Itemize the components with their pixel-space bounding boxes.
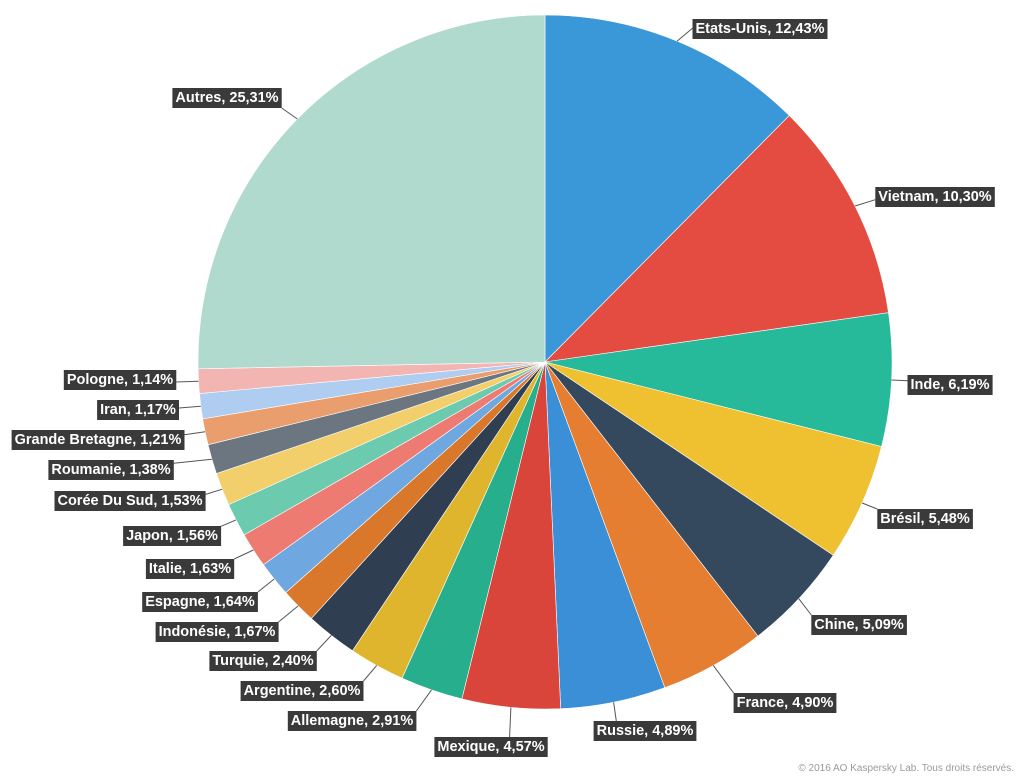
slice-label-box <box>11 430 185 450</box>
slice-label-box <box>145 559 235 579</box>
slice-label-text: Roumanie, 1,38% <box>51 462 170 478</box>
slice-label-text: Japon, 1,56% <box>126 528 218 544</box>
leader-line-japon <box>220 519 237 527</box>
leader-line-argentine <box>363 665 378 682</box>
slice-label-text: Espagne, 1,64% <box>145 594 255 610</box>
slice-label-autres: Autres, 25,31% <box>172 88 282 108</box>
slice-label-box <box>875 187 995 207</box>
slice-label-allemagne: Allemagne, 2,91% <box>287 711 417 731</box>
slice-label-box <box>172 88 282 108</box>
slice-label-text: Brésil, 5,48% <box>880 511 970 527</box>
leader-line-pologne <box>176 380 199 383</box>
leader-line-etats-unis <box>676 27 693 42</box>
leader-line-roumanie <box>173 458 212 464</box>
leader-line-turquie <box>316 635 332 652</box>
slice-label-box <box>97 400 179 420</box>
slice-label-text: Vietnam, 10,30% <box>878 189 991 205</box>
leader-line-indonesie <box>278 605 299 623</box>
leader-line-coree-du-sud <box>205 488 223 495</box>
slice-label-text: Autres, 25,31% <box>175 90 278 106</box>
slice-label-coree-du-sud: Corée Du Sud, 1,53% <box>54 491 206 511</box>
pie-slice-autres <box>197 14 546 370</box>
pie-slice-etats-unis <box>544 14 790 363</box>
slice-label-text: Iran, 1,17% <box>100 402 176 418</box>
slice-label-indonesie: Indonésie, 1,67% <box>155 622 279 642</box>
slice-label-box <box>142 592 258 612</box>
slice-label-iran: Iran, 1,17% <box>97 400 179 420</box>
slice-label-text: Inde, 6,19% <box>911 377 990 393</box>
leader-line-mexique <box>509 707 512 738</box>
leader-line-grande-bretagne <box>184 431 206 436</box>
slice-label-text: Etats-Unis, 12,43% <box>696 21 825 37</box>
slice-label-russie: Russie, 4,89% <box>593 721 697 741</box>
leader-line-autres <box>281 107 298 120</box>
copyright-notice: © 2016 AO Kaspersky Lab. Tous droits rés… <box>798 763 1014 774</box>
slice-label-etats-unis: Etats-Unis, 12,43% <box>692 19 828 39</box>
leader-line-espagne <box>257 578 275 593</box>
leader-line-inde <box>891 379 908 382</box>
slice-label-box <box>209 651 317 671</box>
slice-label-text: Indonésie, 1,67% <box>159 624 276 640</box>
slice-label-box <box>54 491 206 511</box>
slice-label-box <box>692 19 828 39</box>
slice-label-text: Corée Du Sud, 1,53% <box>57 493 202 509</box>
slice-label-box <box>811 615 907 635</box>
slice-label-chine: Chine, 5,09% <box>811 615 907 635</box>
slice-label-bresil: Brésil, 5,48% <box>877 509 973 529</box>
slice-label-box <box>877 509 973 529</box>
leader-line-france <box>712 665 735 694</box>
leader-line-bresil <box>861 502 878 510</box>
slice-label-text: Russie, 4,89% <box>597 723 694 739</box>
slice-label-italie: Italie, 1,63% <box>145 559 235 579</box>
leader-line-vietnam <box>854 199 876 207</box>
slice-label-text: Mexique, 4,57% <box>437 739 544 755</box>
leader-line-italie <box>233 549 254 560</box>
slice-label-box <box>593 721 697 741</box>
slice-label-text: Argentine, 2,60% <box>244 683 361 699</box>
slice-label-pologne: Pologne, 1,14% <box>63 370 177 390</box>
slice-label-text: Allemagne, 2,91% <box>291 713 414 729</box>
slice-label-box <box>733 693 837 713</box>
leader-line-iran <box>178 405 201 409</box>
pie-slice-vietnam <box>544 115 889 363</box>
slice-label-japon: Japon, 1,56% <box>123 526 222 546</box>
slice-label-turquie: Turquie, 2,40% <box>209 651 317 671</box>
slice-label-vietnam: Vietnam, 10,30% <box>875 187 995 207</box>
leader-line-russie <box>613 702 617 722</box>
slice-labels: Etats-Unis, 12,43% Vietnam, 10,30% Inde, 6… <box>11 19 995 757</box>
slice-label-box <box>287 711 417 731</box>
pie-slices <box>197 14 893 710</box>
slice-label-france: France, 4,90% <box>733 693 837 713</box>
slice-label-box <box>123 526 222 546</box>
slice-label-mexique: Mexique, 4,57% <box>434 737 548 757</box>
slice-label-text: France, 4,90% <box>737 695 834 711</box>
leader-line-chine <box>798 598 812 616</box>
slice-label-inde: Inde, 6,19% <box>907 375 993 395</box>
leader-lines <box>173 27 908 738</box>
slice-label-roumanie: Roumanie, 1,38% <box>48 460 174 480</box>
slice-label-box <box>907 375 993 395</box>
slice-label-text: Italie, 1,63% <box>149 561 231 577</box>
slice-label-text: Chine, 5,09% <box>814 617 904 633</box>
slice-label-argentine: Argentine, 2,60% <box>240 681 364 701</box>
slice-label-box <box>155 622 279 642</box>
pie-slice-inde <box>544 312 893 447</box>
slice-label-box <box>434 737 548 757</box>
slice-label-text: Grande Bretagne, 1,21% <box>15 432 182 448</box>
slice-label-espagne: Espagne, 1,64% <box>142 592 258 612</box>
slice-label-text: Turquie, 2,40% <box>212 653 313 669</box>
slice-label-grande-bretagne: Grande Bretagne, 1,21% <box>11 430 185 450</box>
slice-label-box <box>48 460 174 480</box>
slice-label-box <box>63 370 177 390</box>
leader-line-allemagne <box>415 689 432 712</box>
slice-label-box <box>240 681 364 701</box>
slice-label-text: Pologne, 1,14% <box>67 372 173 388</box>
